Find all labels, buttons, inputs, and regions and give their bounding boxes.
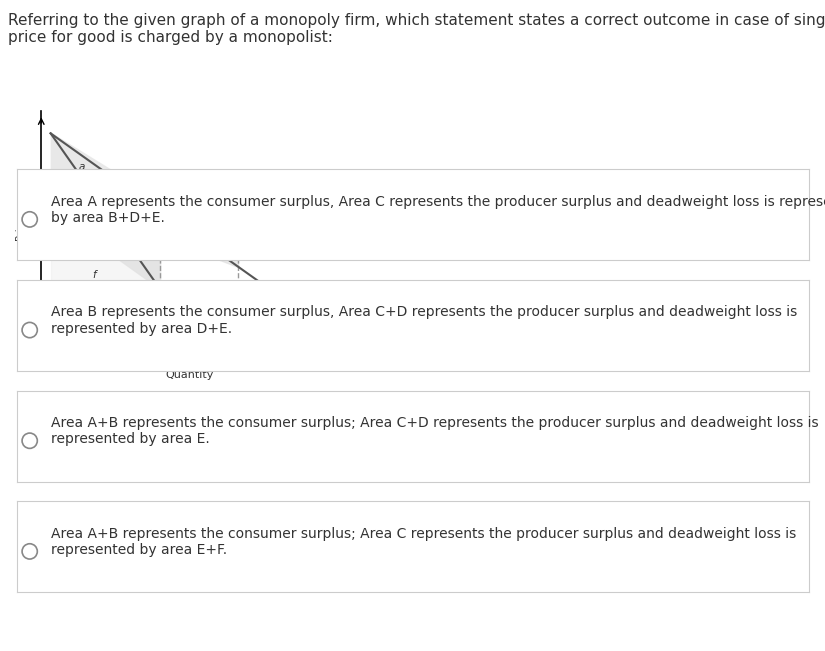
Text: Quantity: Quantity xyxy=(166,370,214,380)
Text: Referring to the given graph of a monopoly firm, which statement states a correc: Referring to the given graph of a monopo… xyxy=(8,13,825,46)
Text: a: a xyxy=(78,162,85,173)
Text: Price: Price xyxy=(15,216,25,240)
Text: f: f xyxy=(92,270,97,280)
Polygon shape xyxy=(160,238,238,267)
Text: b: b xyxy=(125,174,132,184)
Text: Area A+B represents the consumer surplus; Area C+D represents the producer surpl: Area A+B represents the consumer surplus… xyxy=(51,416,818,447)
Text: MC = ATC: MC = ATC xyxy=(319,225,367,236)
Text: d: d xyxy=(132,210,139,219)
Text: MR: MR xyxy=(141,327,158,338)
Text: c: c xyxy=(85,212,91,221)
Text: Area A+B represents the consumer surplus; Area C represents the producer surplus: Area A+B represents the consumer surplus… xyxy=(51,527,796,557)
Text: D: D xyxy=(263,290,271,299)
Text: Q₂: Q₂ xyxy=(232,327,244,338)
Text: P₂: P₂ xyxy=(31,206,41,216)
Polygon shape xyxy=(50,133,160,199)
Polygon shape xyxy=(50,238,160,322)
Polygon shape xyxy=(50,133,160,211)
Text: Q₁: Q₁ xyxy=(153,327,167,338)
Polygon shape xyxy=(50,211,160,289)
Text: Area B represents the consumer surplus, Area C+D represents the producer surplus: Area B represents the consumer surplus, … xyxy=(51,305,798,336)
Polygon shape xyxy=(50,211,160,238)
Text: Area A represents the consumer surplus, Area C represents the producer surplus a: Area A represents the consumer surplus, … xyxy=(51,195,825,225)
Text: 0: 0 xyxy=(35,317,41,327)
Text: P₁: P₁ xyxy=(31,232,41,242)
Text: e: e xyxy=(191,215,198,225)
